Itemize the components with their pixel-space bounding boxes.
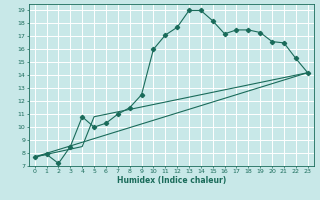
X-axis label: Humidex (Indice chaleur): Humidex (Indice chaleur) — [116, 176, 226, 185]
